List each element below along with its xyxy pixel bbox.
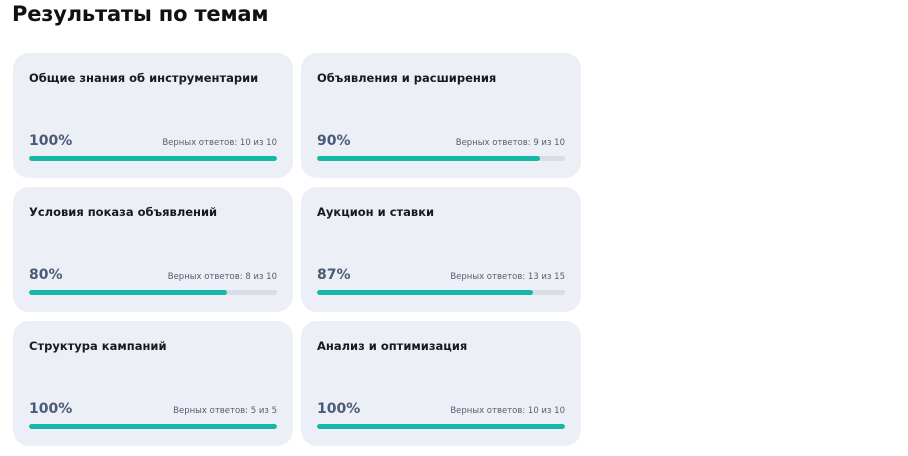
- topic-card: Аукцион и ставки 87% Верных ответов: 13 …: [301, 187, 581, 312]
- topic-percent: 100%: [317, 401, 361, 417]
- progress-bar: [29, 424, 277, 429]
- progress-bar: [29, 156, 277, 161]
- topic-percent: 100%: [29, 133, 73, 149]
- topic-correct-answers: Верных ответов: 10 из 10: [450, 406, 565, 416]
- progress-bar: [317, 424, 565, 429]
- progress-bar-fill: [317, 424, 565, 429]
- progress-bar-fill: [317, 290, 533, 295]
- topic-percent: 87%: [317, 267, 351, 283]
- topic-card: Объявления и расширения 90% Верных ответ…: [301, 53, 581, 178]
- topic-card: Общие знания об инструментарии 100% Верн…: [13, 53, 293, 178]
- topic-name: Объявления и расширения: [317, 71, 497, 85]
- topic-card: Структура кампаний 100% Верных ответов: …: [13, 321, 293, 446]
- progress-bar: [317, 290, 565, 295]
- topic-card: Условия показа объявлений 80% Верных отв…: [13, 187, 293, 312]
- topic-card: Анализ и оптимизация 100% Верных ответов…: [301, 321, 581, 446]
- progress-bar-fill: [29, 156, 277, 161]
- topic-correct-answers: Верных ответов: 8 из 10: [167, 272, 277, 282]
- topic-name: Общие знания об инструментарии: [29, 71, 259, 85]
- topic-correct-answers: Верных ответов: 5 из 5: [173, 406, 277, 416]
- topic-percent: 90%: [317, 133, 351, 149]
- topic-results-grid: Общие знания об инструментарии 100% Верн…: [13, 53, 581, 446]
- topic-correct-answers: Верных ответов: 13 из 15: [450, 272, 565, 282]
- topic-correct-answers: Верных ответов: 9 из 10: [455, 138, 565, 148]
- topic-correct-answers: Верных ответов: 10 из 10: [162, 138, 277, 148]
- topic-name: Аукцион и ставки: [317, 205, 435, 219]
- topic-percent: 100%: [29, 401, 73, 417]
- topic-name: Условия показа объявлений: [29, 205, 218, 219]
- progress-bar-fill: [29, 290, 228, 295]
- topic-name: Структура кампаний: [29, 339, 167, 353]
- topic-name: Анализ и оптимизация: [317, 339, 468, 353]
- progress-bar-fill: [317, 156, 541, 161]
- progress-bar-fill: [29, 424, 277, 429]
- progress-bar: [317, 156, 565, 161]
- progress-bar: [29, 290, 277, 295]
- page-title: Результаты по темам: [12, 2, 269, 26]
- topic-percent: 80%: [29, 267, 63, 283]
